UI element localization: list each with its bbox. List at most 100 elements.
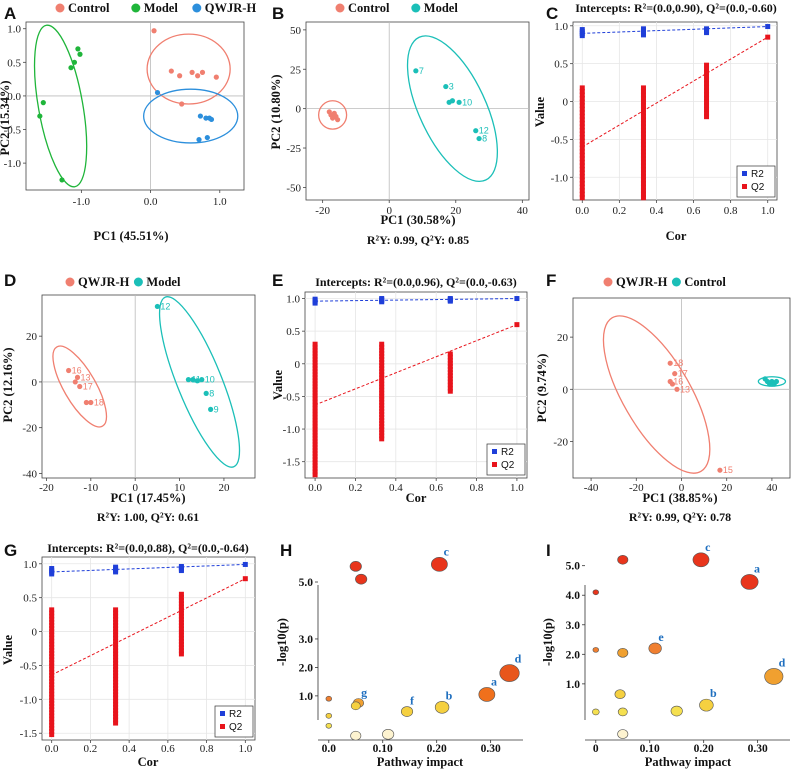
x-tick-label: 1.0 [510, 482, 524, 494]
data-point [88, 399, 94, 406]
q2-point [113, 676, 119, 682]
r2-point [49, 566, 55, 572]
q2-point [178, 651, 184, 657]
legend-label: Control [684, 275, 726, 289]
y-tick-label: -1.0 [551, 172, 569, 184]
pathway-bubble [592, 708, 600, 716]
plot-frame [305, 21, 530, 201]
q2-point [704, 77, 710, 83]
legend-marker [742, 184, 747, 189]
q2-point [113, 623, 119, 629]
data-point [37, 113, 43, 119]
data-point [672, 371, 678, 377]
q2-point [312, 387, 318, 393]
data-point [473, 128, 479, 134]
q2-point [579, 85, 585, 91]
q2-point [704, 114, 710, 120]
pathway-bubble [764, 668, 784, 685]
data-point [190, 377, 196, 383]
bubble-label: a [491, 674, 497, 688]
y-tick-label: 20 [26, 331, 38, 343]
q2-point [579, 159, 585, 165]
pathway-bubble [478, 687, 496, 702]
q2-point [178, 613, 184, 619]
q2-point [579, 96, 585, 102]
data-point [154, 89, 161, 96]
point-label: 3 [449, 82, 454, 92]
q2-point [640, 163, 646, 169]
q2-point [640, 156, 646, 162]
x-tick-label: 0.6 [161, 743, 175, 755]
y-tick-label: 1.0 [7, 24, 21, 36]
q2-point [113, 663, 119, 669]
panel-letter: B [272, 4, 284, 23]
q2-point [379, 402, 385, 408]
q2-point [113, 673, 119, 679]
q2-point [640, 181, 646, 187]
q2-point [178, 638, 184, 644]
pathway-bubble [350, 730, 362, 741]
panel-c: C 0.0 0.2 0.4 0.6 0.8 1.0 1.0 0.5 0 -0.5 -1.0 Cor Val… [533, 1, 778, 243]
r2-point [765, 24, 771, 30]
y-tick-label: 3.0 [566, 620, 581, 632]
q2-point [312, 444, 318, 450]
y-tick-label: 1.0 [554, 21, 568, 33]
q2-point [704, 95, 710, 101]
y-axis-label: Value [271, 370, 285, 401]
q2-point [113, 692, 119, 698]
x-axis-label: Pathway impact [645, 755, 732, 769]
q2-point [113, 619, 119, 625]
legend-label: R2 [751, 169, 764, 180]
q2-point [514, 322, 520, 328]
q2-point [49, 629, 55, 635]
q2-point [49, 663, 55, 669]
pathway-bubble [648, 642, 662, 655]
x-tick-label: 1.0 [238, 743, 252, 755]
confidence-ellipse [146, 33, 231, 105]
x-tick-label: 1.0 [761, 205, 775, 217]
pathway-bubble [592, 647, 599, 653]
legend-marker [131, 3, 141, 13]
q2-point [49, 694, 55, 700]
data-point [667, 360, 673, 366]
x-tick-label: -10 [83, 482, 98, 494]
q2-point [579, 156, 585, 162]
point-label: 17 [83, 382, 93, 392]
q2-point [49, 716, 55, 722]
data-point [476, 135, 482, 142]
y-axis-label: PC2 (12.16%) [1, 348, 15, 423]
point-label: 16 [72, 365, 82, 375]
legend-label: QWJR-H [616, 275, 668, 289]
q2-point [640, 191, 646, 197]
q2-point [579, 120, 585, 126]
q2-point [379, 347, 385, 353]
point-label: 10 [462, 97, 472, 107]
q2-point [113, 641, 119, 647]
point-label: 17 [678, 369, 688, 379]
q2-point [579, 92, 585, 98]
q2-point [379, 396, 385, 402]
bubble-label: b [710, 686, 717, 700]
q2-point [447, 388, 453, 394]
pathway-bubble [431, 557, 448, 572]
panel-h: H 0.0 0.10 0.20 0.30 1.0 2.0 3.0 5.0 Pathway impa… [275, 541, 523, 769]
y-tick-label: -0.5 [20, 660, 38, 672]
y-tick-label: -20 [553, 436, 568, 448]
q2-point [379, 408, 385, 414]
point-label: 15 [723, 465, 733, 475]
q2-point [447, 351, 453, 357]
q2-point [640, 120, 646, 126]
point-label: 18 [94, 398, 104, 408]
data-point [77, 51, 83, 57]
r2-point [242, 561, 248, 567]
legend-label: Q2 [501, 460, 515, 471]
q2-point [640, 88, 646, 94]
q2-point [312, 435, 318, 441]
q2-point [640, 195, 646, 201]
q2-point [640, 127, 646, 133]
legend-marker [492, 449, 497, 454]
q2-point [312, 426, 318, 432]
data-point [213, 74, 219, 80]
x-tick-label: 0.8 [470, 482, 484, 494]
